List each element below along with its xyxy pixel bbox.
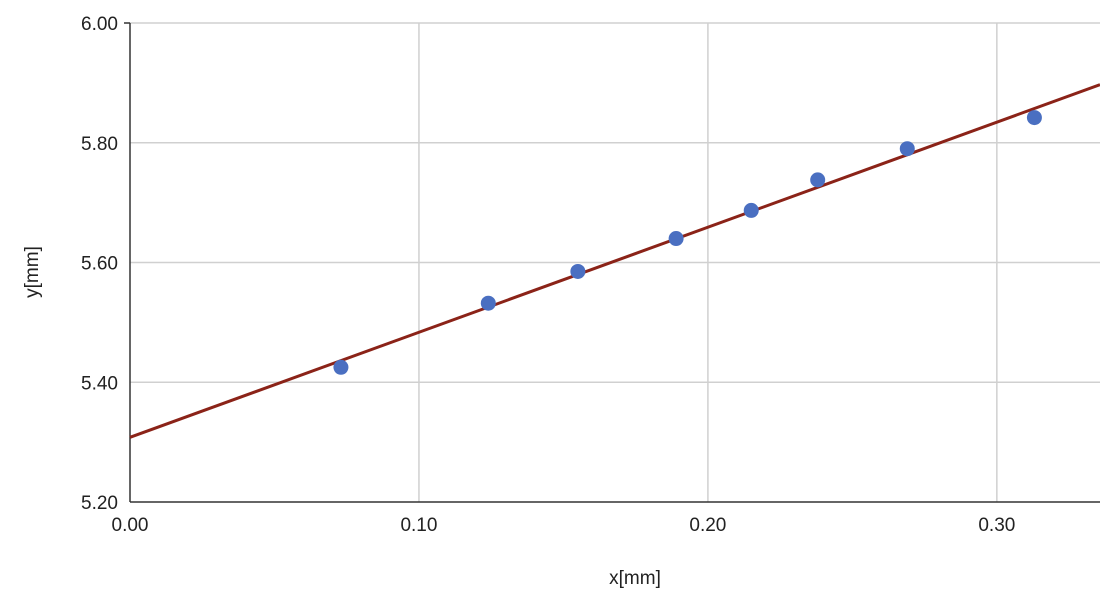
data-point (570, 263, 586, 279)
data-point (810, 172, 826, 188)
y-tick-label: 5.80 (81, 134, 118, 155)
y-tick-label: 5.40 (81, 373, 118, 394)
data-point (899, 141, 915, 157)
y-tick-label: 5.20 (81, 493, 118, 514)
data-point (333, 359, 349, 375)
y-tick-label: 6.00 (81, 14, 118, 35)
x-tick-label: 0.30 (978, 515, 1015, 536)
axes (124, 22, 1100, 503)
x-axis-title: x[mm] (609, 568, 661, 589)
y-tick-label: 5.60 (81, 254, 118, 275)
data-point (480, 295, 496, 311)
x-tick-label: 0.20 (689, 515, 726, 536)
tick-labels: 5.20 5.40 5.60 5.80 6.00 0.00 0.10 0.20 0.30 (81, 14, 1015, 536)
x-tick-label: 0.10 (400, 515, 437, 536)
y-axis-title: y[mm] (22, 246, 43, 298)
fit-line (129, 83, 1100, 439)
fit-line-layer (129, 83, 1100, 439)
data-point (743, 202, 759, 218)
data-point (1026, 110, 1042, 126)
x-tick-label: 0.00 (112, 515, 149, 536)
data-points (333, 110, 1042, 375)
grid (130, 22, 1100, 502)
data-point (668, 231, 684, 247)
